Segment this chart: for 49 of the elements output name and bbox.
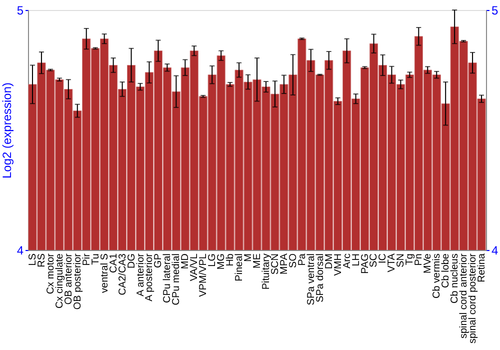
x-tick-label: PAG — [360, 253, 371, 274]
x-tick-label: SO — [288, 253, 299, 268]
x-tick-label: VPM/VPL — [198, 253, 210, 297]
y2-tick-label: 5 — [492, 4, 498, 18]
x-tick-label: OB posterior — [72, 252, 84, 310]
x-tick-label: ME — [252, 253, 263, 268]
x-tick-label: ventral S — [99, 253, 110, 293]
x-tick-label: OB anterior — [63, 252, 74, 305]
x-tick-label: Cb lobe — [440, 253, 452, 288]
x-tick-label: CPu medial — [171, 254, 182, 306]
x-tick-label: CA1 — [108, 253, 120, 273]
x-tick-label: DM — [324, 254, 335, 270]
x-tick-label: A posterior — [144, 252, 156, 302]
x-tick-label: SN — [396, 254, 407, 268]
x-tick-label: RS — [36, 253, 48, 268]
x-tick-label: Pa — [296, 253, 308, 266]
x-tick-label: Arc — [342, 254, 353, 268]
x-tick-label: SPa dorsal — [314, 254, 326, 302]
x-tick-label: SCN — [270, 254, 281, 275]
x-tick-label: CA2/CA3 — [117, 253, 128, 296]
x-tick-label: LS — [27, 253, 38, 266]
x-tick-label: M — [243, 254, 254, 262]
x-tick-label: SPa ventral — [306, 254, 317, 306]
x-tick-label: Cb nucleus — [450, 254, 461, 304]
x-tick-label: GP — [153, 253, 164, 268]
x-tick-label: Cx cingulate — [54, 253, 66, 309]
x-tick-label: Tu — [90, 254, 102, 265]
x-tick-label: Hb — [225, 253, 236, 266]
x-tick-label: Cx motor — [45, 252, 56, 294]
x-tick-label: A anterior — [135, 252, 146, 296]
x-tick-label: SC — [368, 254, 380, 268]
x-tick-label: Pineal — [234, 254, 246, 282]
x-tick-label: Tg — [404, 254, 416, 266]
x-tick-label: IC — [378, 254, 389, 264]
x-tick-label: VMH — [332, 254, 344, 276]
x-tick-label: spinal cord posterior — [468, 252, 479, 344]
x-tick-label: Pituitary — [260, 254, 272, 290]
x-tick-label: MVe — [422, 253, 434, 274]
x-tick-label: VTA — [386, 253, 398, 272]
x-tick-label: MPA — [278, 253, 290, 274]
x-tick-label: DG — [126, 253, 138, 268]
x-tick-label: LH — [350, 254, 362, 266]
y-axis-title: Log2 (expression) — [0, 82, 14, 179]
x-tick-label: Pn — [414, 254, 425, 266]
x-tick-label: LG — [207, 253, 218, 267]
y2-tick-label: 4 — [492, 244, 498, 258]
x-tick-label: spinal cord anterior — [458, 252, 470, 339]
x-tick-label: Pir — [81, 252, 92, 266]
x-tick-label: Retina — [476, 253, 488, 282]
